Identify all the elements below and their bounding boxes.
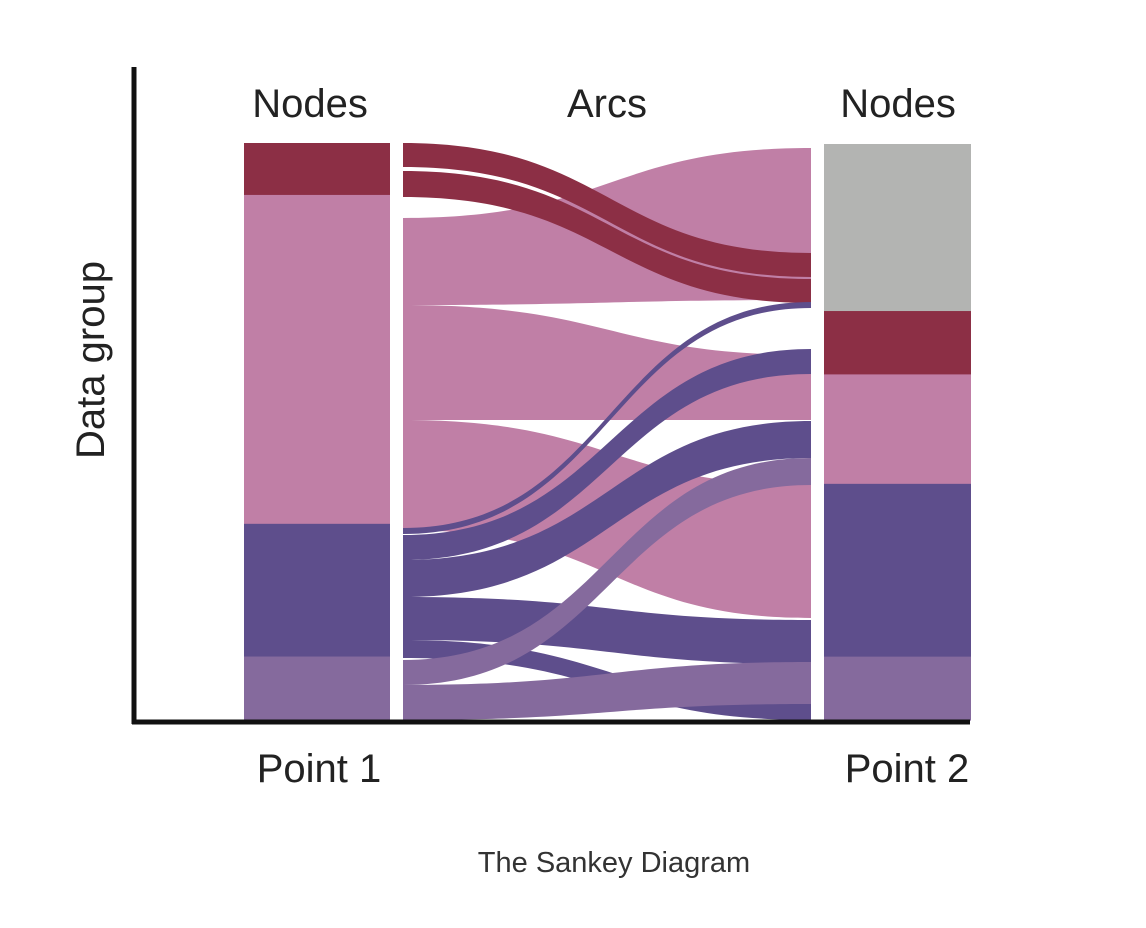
arcs-label: Arcs: [567, 82, 647, 126]
left-node-lavender: [244, 656, 390, 721]
y-axis-label: Data group: [69, 261, 113, 459]
right-node-purple: [824, 483, 971, 658]
right-node-pink: [824, 374, 971, 485]
left-node-column: [244, 143, 390, 721]
arc-purple-2: [403, 349, 811, 560]
right-node-lavender: [824, 656, 971, 721]
arc-purple-3: [403, 421, 811, 597]
arc-purple-4: [403, 597, 811, 664]
right-node-gray: [824, 144, 971, 312]
left-nodes-label: Nodes: [252, 82, 368, 126]
left-node-crimson: [244, 143, 390, 196]
point-1-label: Point 1: [257, 747, 382, 791]
arc-purple-thin: [403, 302, 811, 534]
arcs-group: [403, 143, 811, 720]
arc-crimson-2: [403, 171, 811, 303]
right-nodes-label: Nodes: [840, 82, 956, 126]
arc-lavender-2: [403, 662, 811, 720]
left-node-pink: [244, 194, 390, 525]
diagram-caption: The Sankey Diagram: [478, 847, 750, 879]
right-node-crimson: [824, 311, 971, 375]
arc-lavender-1: [403, 458, 811, 685]
point-2-label: Point 2: [845, 747, 970, 791]
right-node-column: [824, 144, 971, 721]
arc-crimson-1: [403, 143, 811, 277]
left-node-purple: [244, 523, 390, 658]
